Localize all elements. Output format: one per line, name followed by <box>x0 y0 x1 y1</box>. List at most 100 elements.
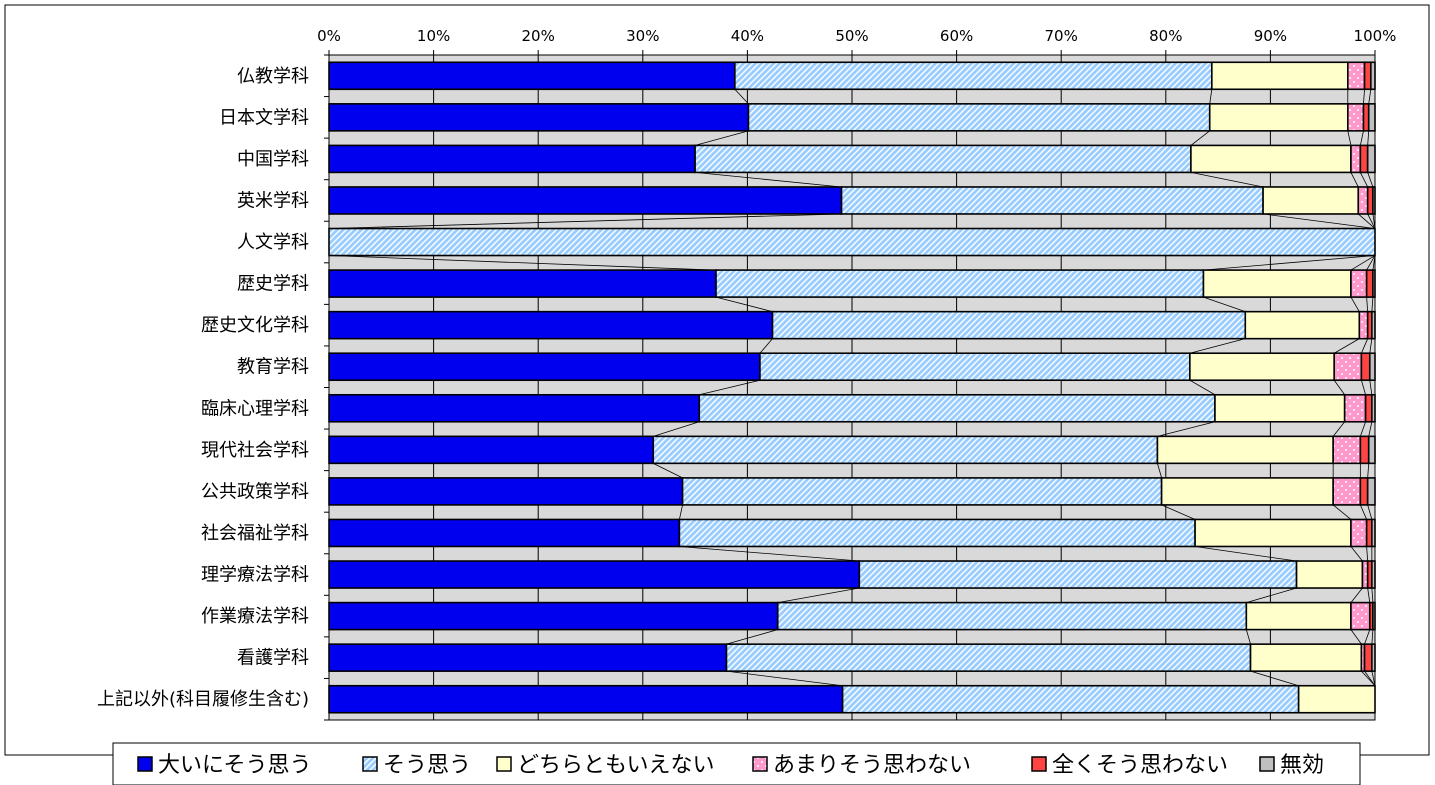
series-connector-line <box>759 338 773 354</box>
bar-segment <box>698 393 1216 423</box>
x-tick-label: 20% <box>522 27 555 45</box>
bar-segment <box>858 560 1298 589</box>
legend-label: あまりそう思わない <box>773 753 971 778</box>
legend-swatch <box>1259 756 1275 772</box>
series-connector-line <box>695 172 842 188</box>
series-connector-line <box>1189 338 1246 354</box>
bar-segment <box>1368 352 1376 382</box>
x-tick-label: 0% <box>317 27 341 45</box>
category-label: 社会福祉学科 <box>201 523 309 544</box>
bar-segment <box>328 186 843 215</box>
bar-segment <box>678 518 1196 548</box>
series-connector-line <box>694 130 749 146</box>
bar-segment <box>1371 643 1376 672</box>
bar-segment <box>1350 518 1368 548</box>
series-connector-line <box>1350 172 1359 188</box>
category-label: 理学療法学科 <box>201 565 309 586</box>
series-connector-line <box>1372 255 1376 271</box>
bar-segment <box>1359 435 1370 465</box>
series-connector-line <box>1367 130 1370 146</box>
series-connector-line <box>1366 255 1376 271</box>
legend-label: 無効 <box>1280 753 1324 778</box>
bar-segment <box>1202 269 1352 298</box>
series-connector-line <box>1364 629 1371 645</box>
x-tick-label: 90% <box>1254 27 1287 45</box>
bar-segment <box>1360 352 1371 382</box>
bar-segment <box>1350 601 1371 631</box>
bar-segment <box>328 61 736 91</box>
legend-swatch <box>137 756 153 772</box>
bar-segment <box>1371 518 1376 548</box>
bars <box>328 61 1376 714</box>
series-connector-line <box>1157 463 1163 479</box>
bar-segment <box>1350 269 1368 298</box>
category-label: 英米学科 <box>237 190 309 211</box>
category-labels: 仏教学科日本文学科中国学科英米学科人文学科歴史学科歴史文化学科教育学科臨床心理学… <box>97 66 309 710</box>
series-connector-line <box>1359 130 1364 146</box>
bar-segment <box>1364 393 1373 423</box>
bar-segment <box>1372 186 1376 215</box>
bar-segment <box>328 684 844 714</box>
bar-segment <box>1214 393 1346 423</box>
bar-segment <box>652 435 1159 465</box>
category-label: 上記以外(科目履修生含む) <box>97 689 309 710</box>
series-connector-line <box>679 504 683 520</box>
series-connector-line <box>726 670 843 687</box>
series-connector-line <box>1371 297 1374 312</box>
category-label: 臨床心理学科 <box>201 398 309 419</box>
series-connector-line <box>1350 255 1376 271</box>
bar-segment <box>1363 643 1373 672</box>
series-connector-line <box>1350 629 1362 645</box>
series-connector-line <box>1190 130 1210 146</box>
series-connector-line <box>1367 213 1376 229</box>
series-connector-line <box>1369 338 1373 354</box>
legend-label: 全くそう思わない <box>1052 753 1228 778</box>
series-connector-line <box>1189 379 1216 396</box>
bar-segment <box>1359 144 1369 174</box>
series-connector-line <box>1371 671 1376 686</box>
bar-segment <box>1350 144 1362 174</box>
bar-segment <box>1347 61 1366 91</box>
bar-segment <box>1372 269 1376 298</box>
bar-segment <box>1367 435 1376 465</box>
category-label: 人文学科 <box>237 232 309 253</box>
series-connector-line <box>1359 172 1369 188</box>
x-tick-label: 10% <box>417 27 450 45</box>
legend-label: どちらともいえない <box>517 753 715 778</box>
bar-segment <box>715 269 1205 298</box>
x-tick-label: 50% <box>835 27 868 45</box>
x-tick-label: 60% <box>940 27 973 45</box>
bar-segment <box>759 352 1191 382</box>
series-connector-line <box>1368 421 1373 437</box>
series-connector-line <box>1333 379 1345 396</box>
bar-segment <box>1245 601 1352 631</box>
series-connector-line <box>777 587 860 603</box>
series-connector-line <box>1371 588 1374 603</box>
bar-segment <box>1194 518 1352 548</box>
category-label: 歴史文化学科 <box>201 315 309 336</box>
bar-segment <box>725 643 1252 672</box>
bar-segment <box>1333 352 1363 382</box>
category-label: 日本文学科 <box>219 107 309 128</box>
bar-segment <box>1295 560 1364 589</box>
series-connector-line <box>1350 587 1363 603</box>
x-tick-label: 30% <box>626 27 659 45</box>
bar-segment <box>1211 61 1349 91</box>
legend-swatch <box>1031 756 1047 772</box>
series-connector-line <box>1263 213 1376 229</box>
bar-segment <box>1366 477 1376 506</box>
series-connector-line <box>1366 297 1369 312</box>
bar-segment <box>1249 643 1363 672</box>
bar-segment <box>840 186 1264 215</box>
category-label: 現代社会学科 <box>201 440 309 461</box>
series-connector-line <box>726 629 778 645</box>
series-connector-line <box>1361 380 1366 395</box>
category-label: 作業療法学科 <box>201 606 309 627</box>
series-connector-line <box>734 89 749 105</box>
bar-segment <box>328 435 655 465</box>
series-connector-line <box>1209 89 1213 104</box>
bar-segment <box>1372 601 1376 631</box>
bar-segment <box>1208 103 1349 132</box>
bar-segment <box>328 643 728 672</box>
